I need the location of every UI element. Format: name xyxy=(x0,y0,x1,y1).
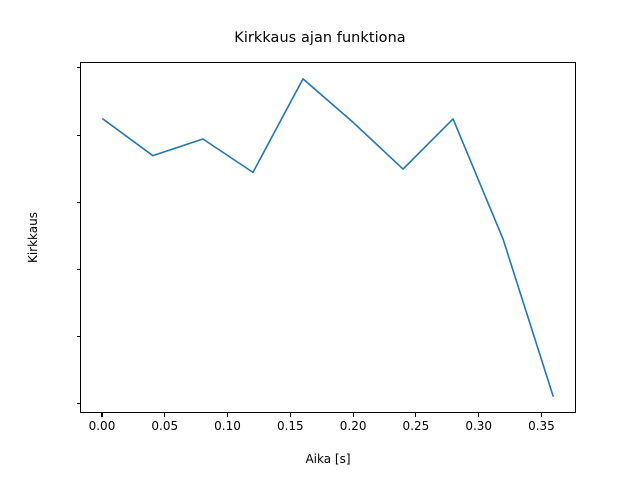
data-series-line xyxy=(102,78,554,397)
line-plot-svg xyxy=(102,78,554,397)
plot-axes xyxy=(80,62,576,413)
y-axis-tick-mark xyxy=(76,403,80,405)
x-axis-tick-mark xyxy=(289,413,291,417)
x-axis-tick-mark xyxy=(540,413,542,417)
x-axis-tick-label: 0.05 xyxy=(151,419,179,433)
y-axis-tick-mark xyxy=(76,336,80,338)
x-axis-tick-label: 0.00 xyxy=(88,419,116,433)
x-axis-tick-label: 0.25 xyxy=(402,419,430,433)
y-axis-tick-mark xyxy=(76,268,80,270)
x-axis-tick-mark xyxy=(226,413,229,417)
page-title: Kirkkaus ajan funktiona xyxy=(234,30,406,46)
x-axis-tick-label: 0.10 xyxy=(214,419,241,433)
x-axis-label: Aika [s] xyxy=(305,452,351,466)
x-axis-tick-label: 0.30 xyxy=(465,419,493,433)
x-axis-tick-mark xyxy=(101,413,103,417)
y-axis-tick-mark xyxy=(76,201,80,203)
x-axis-tick-label: 0.35 xyxy=(528,419,555,433)
x-axis-tick-mark xyxy=(352,413,354,417)
x-axis-tick-mark xyxy=(415,413,417,417)
x-axis-tick-label: 0.15 xyxy=(276,419,304,433)
y-axis-tick-mark xyxy=(76,67,80,69)
x-axis-tick-mark xyxy=(164,413,166,417)
y-axis-tick-mark xyxy=(76,134,80,136)
x-axis-tick-mark xyxy=(478,413,480,417)
x-axis-tick-label: 0.20 xyxy=(339,419,367,433)
y-axis-label: Kirkkaus xyxy=(26,211,40,264)
